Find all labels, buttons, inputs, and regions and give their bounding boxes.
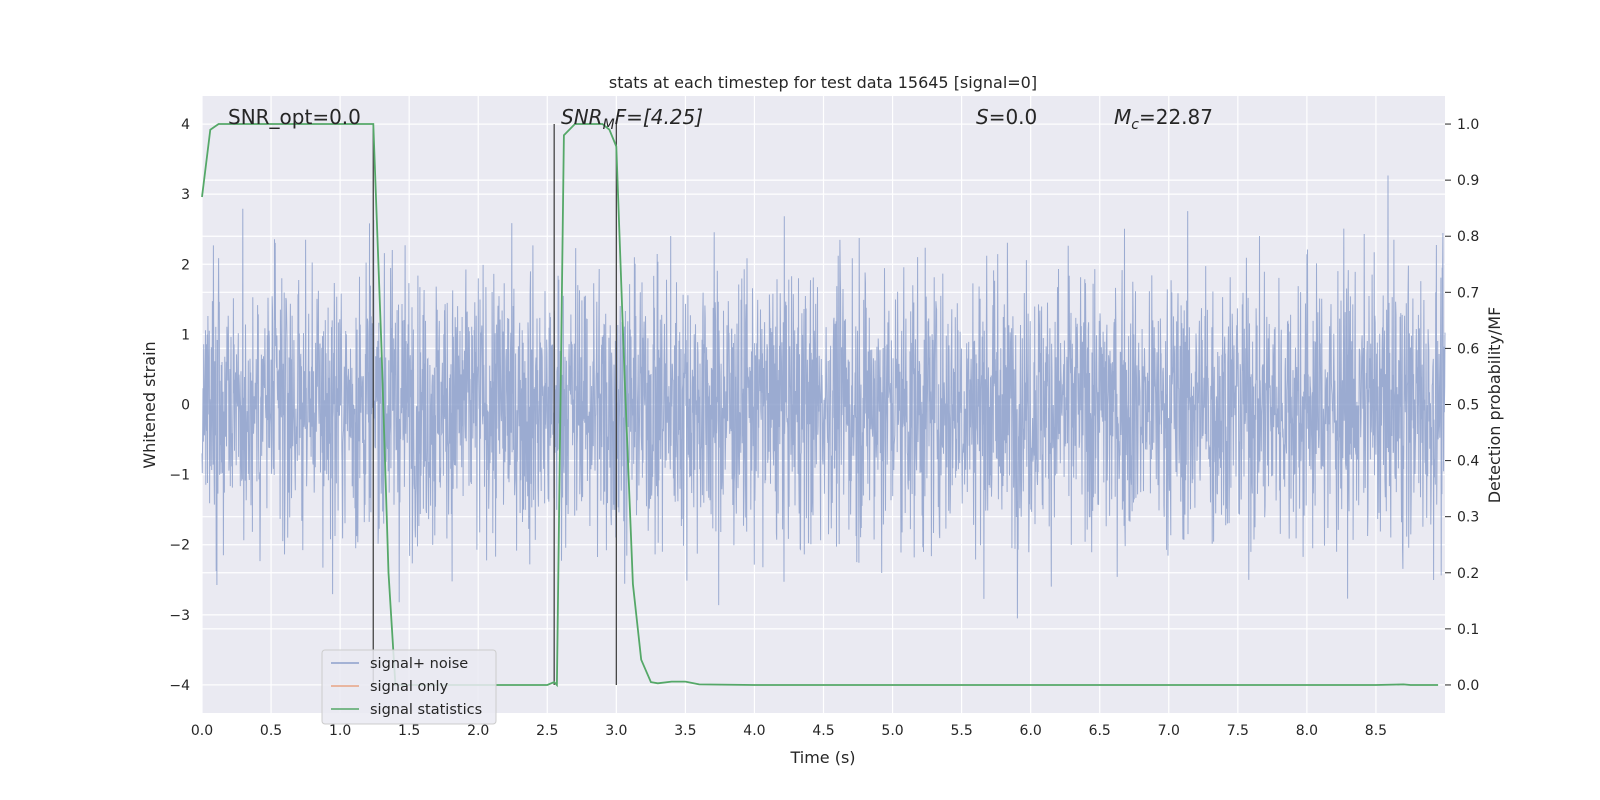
x-tick-label: 3.0 <box>605 723 627 739</box>
annotation-s: S=0.0 <box>976 105 1037 129</box>
x-ticks: 0.0 0.5 1.0 1.5 2.0 2.5 3.0 3.5 4.0 4.5 5.0 5.5 6.0 6… <box>191 723 1387 739</box>
x-tick-label: 0.0 <box>191 723 213 739</box>
annotation-mc: Mc=22.87 <box>1114 105 1213 133</box>
x-tick-label: 6.5 <box>1089 723 1111 739</box>
y-tick-label-left: −4 <box>169 678 190 694</box>
signal-noise-line <box>201 175 1446 619</box>
legend-label-signal-statistics: signal statistics <box>370 702 482 718</box>
x-tick-label: 1.0 <box>329 723 351 739</box>
annotation-snr-mf: SNRMF=[4.25] <box>561 105 703 133</box>
x-tick-label: 6.0 <box>1020 723 1042 739</box>
y-tick-label-right: 0.5 <box>1457 398 1479 414</box>
y-axis-label-left: Whitened strain <box>140 341 159 468</box>
annotation-mc-symbol: M <box>1114 105 1131 129</box>
annotation-mc-subscript: c <box>1131 117 1139 133</box>
vertical-markers <box>372 124 617 685</box>
y-tick-label-left: −3 <box>169 608 190 624</box>
x-tick-label: 7.5 <box>1227 723 1249 739</box>
annotation-snr-mf-rest: F=[4.25] <box>615 105 703 129</box>
y-tick-label-right: 0.8 <box>1457 229 1479 245</box>
annotation-snr-mf-subscript: M <box>603 117 615 133</box>
annotation-snr-mf-symbol: SNR <box>561 105 603 129</box>
signal-statistics-series <box>201 123 1439 688</box>
y-tick-label-left: 3 <box>181 187 190 203</box>
y-tick-label-right: 0.6 <box>1457 341 1479 357</box>
x-tick-label: 5.5 <box>950 723 972 739</box>
annotation-s-rest: =0.0 <box>989 105 1038 129</box>
y-tick-label-right: 0.4 <box>1457 454 1479 470</box>
y-tick-label-right: 0.0 <box>1457 678 1479 694</box>
y-tick-label-right: 0.9 <box>1457 173 1479 189</box>
x-tick-label: 3.5 <box>674 723 696 739</box>
y-tick-label-left: 1 <box>181 327 190 343</box>
legend-label-signal-noise: signal+ noise <box>370 656 468 672</box>
chart-title: stats at each timestep for test data 156… <box>609 73 1037 92</box>
legend-box <box>321 649 497 725</box>
y-tick-label-left: 4 <box>181 117 190 133</box>
y-ticks-right: 0.0 0.1 0.2 0.3 0.4 0.5 0.6 0.7 0.8 0.9 1.0 <box>1445 117 1479 694</box>
x-tick-label: 8.5 <box>1365 723 1387 739</box>
y-tick-label-left: −1 <box>169 468 190 484</box>
y-tick-label-right: 0.2 <box>1457 566 1479 582</box>
x-tick-label: 8.0 <box>1296 723 1318 739</box>
x-tick-label: 2.5 <box>536 723 558 739</box>
x-tick-label: 2.0 <box>467 723 489 739</box>
y-tick-label-left: −2 <box>169 538 190 554</box>
y-tick-label-right: 0.7 <box>1457 285 1479 301</box>
signal-noise-series <box>201 175 1446 619</box>
annotation-mc-rest: =22.87 <box>1139 105 1213 129</box>
x-tick-label: 7.0 <box>1158 723 1180 739</box>
y-ticks-left: −4 −3 −2 −1 0 1 2 3 4 <box>169 117 190 694</box>
x-tick-label: 0.5 <box>260 723 282 739</box>
x-axis-label: Time (s) <box>789 748 855 767</box>
x-tick-label: 5.0 <box>881 723 903 739</box>
y-tick-label-left: 0 <box>181 398 190 414</box>
y-tick-label-left: 2 <box>181 257 190 273</box>
x-tick-label: 4.5 <box>812 723 834 739</box>
y-tick-label-right: 0.3 <box>1457 510 1479 526</box>
legend-label-signal-only: signal only <box>370 679 449 695</box>
x-tick-label: 1.5 <box>398 723 420 739</box>
y-tick-label-right: 0.1 <box>1457 622 1479 638</box>
y-axis-label-right: Detection probability/MF <box>1485 307 1504 504</box>
legend: signal+ noise signal only signal statist… <box>321 649 497 725</box>
annotation-snr-opt: SNR_opt=0.0 <box>228 105 361 129</box>
annotation-s-symbol: S <box>976 105 989 129</box>
y-tick-label-right: 1.0 <box>1457 117 1479 133</box>
x-tick-label: 4.0 <box>743 723 765 739</box>
signal-statistics-line <box>201 123 1439 688</box>
